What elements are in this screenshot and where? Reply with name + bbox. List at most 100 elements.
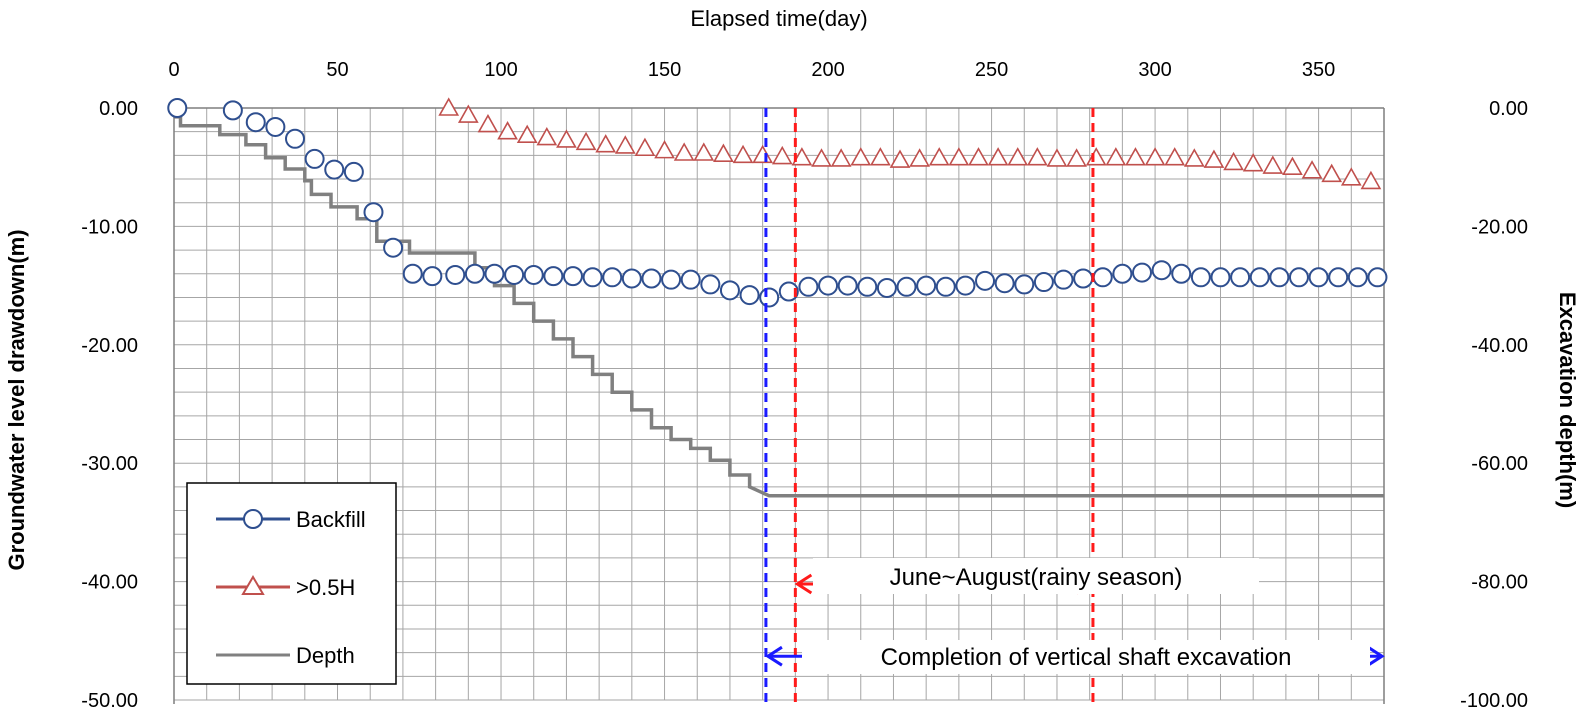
series-05h-marker — [968, 147, 989, 166]
x-tick-label: 300 — [1138, 59, 1171, 81]
legend-item-backfill: Backfill — [216, 507, 366, 532]
series-layer — [167, 97, 1388, 498]
series-backfill-marker — [464, 263, 485, 284]
legend: Backfill >0.5H Depth — [186, 482, 397, 685]
series-backfill-marker — [1014, 274, 1035, 295]
series-backfill-marker — [1151, 260, 1172, 281]
series-backfill-marker — [445, 264, 466, 285]
y-tick-label-left: -10.00 — [81, 216, 138, 238]
series-backfill-marker — [402, 263, 423, 284]
x-tick-label: 100 — [484, 59, 517, 81]
series-backfill-marker — [641, 268, 662, 289]
series-05h-marker — [928, 147, 950, 166]
series-backfill-marker — [265, 116, 286, 137]
legend-label-depth: Depth — [296, 643, 355, 668]
series-backfill-marker — [621, 268, 642, 289]
series-backfill-marker — [523, 264, 544, 285]
annotation-arrow-head-left — [794, 573, 813, 595]
annotations: June~August(rainy season) Completion of v… — [765, 558, 1385, 674]
series-05h-marker — [1046, 148, 1068, 167]
series-05h-marker — [1360, 170, 1382, 190]
series-backfill-marker — [324, 159, 345, 180]
series-depth-line — [174, 115, 1384, 498]
series-05h-marker — [889, 149, 911, 168]
series-05h-marker — [771, 145, 793, 165]
x-tick-label: 250 — [975, 59, 1008, 81]
series-05h-marker — [987, 147, 1009, 166]
y-tick-label-right: 0.00 — [1489, 98, 1528, 120]
series-backfill-marker — [876, 277, 897, 298]
y-tick-label-right: -80.00 — [1471, 572, 1528, 594]
series-backfill-marker — [1230, 267, 1251, 288]
series-backfill-marker — [582, 267, 603, 288]
legend-box — [186, 482, 397, 685]
series-backfill-marker — [680, 269, 701, 290]
series-05h-marker — [477, 113, 499, 133]
legend-marker-05h — [241, 575, 265, 595]
legend-label-05h: >0.5H — [296, 575, 355, 600]
series-05h-marker — [438, 97, 460, 116]
series-backfill-marker — [1033, 272, 1054, 293]
series-backfill-marker — [1092, 267, 1113, 288]
series-05h-marker — [556, 129, 577, 148]
series-backfill-marker — [504, 264, 525, 285]
series-05h-marker — [1026, 147, 1048, 166]
series-backfill-marker — [759, 287, 780, 308]
series-backfill-marker — [383, 237, 404, 258]
series-05h-marker — [1125, 147, 1146, 166]
annotation-label-background — [802, 640, 1370, 674]
series-backfill-marker — [700, 274, 721, 295]
series-backfill-marker — [1132, 262, 1152, 283]
series-backfill-marker — [422, 266, 443, 287]
series-05h-marker — [1340, 167, 1362, 186]
series-05h-marker — [595, 134, 617, 153]
series-backfill-marker — [1328, 267, 1349, 288]
series-05h-marker — [948, 147, 970, 166]
series-backfill-marker — [363, 202, 384, 223]
x-tick-label: 350 — [1302, 59, 1335, 81]
series-backfill-marker — [798, 276, 819, 297]
series-backfill-marker — [857, 276, 878, 297]
series-05h-marker — [1066, 148, 1087, 167]
series-05h-marker — [634, 137, 656, 157]
series-05h-marker — [673, 142, 695, 161]
annotation-arrow-head-right — [1367, 645, 1385, 667]
series-backfill-marker — [1308, 267, 1329, 288]
series-05h-marker — [575, 131, 597, 151]
series-05h-marker — [457, 104, 479, 123]
series-backfill-marker — [1249, 267, 1270, 288]
series-backfill-marker — [818, 275, 839, 296]
series-05h-marker — [811, 148, 832, 167]
legend-label-backfill: Backfill — [296, 507, 366, 532]
y-tick-label-left: -40.00 — [81, 572, 138, 594]
y-tick-label-right: -60.00 — [1471, 453, 1528, 475]
series-backfill-marker — [739, 285, 760, 306]
series-backfill-marker — [994, 273, 1015, 294]
series-05h-marker — [693, 142, 715, 161]
tick-labels: 0 50 100 150 200 250 300 350 0.00 -10.00 -20.00 -30… — [81, 59, 1528, 712]
y-axis-title-right: Excavation depth(m) — [1555, 292, 1580, 508]
annotation-arrow-head-left — [765, 645, 783, 667]
series-backfill-marker — [1269, 267, 1290, 288]
series-backfill-marker — [778, 281, 799, 302]
series-backfill-marker — [719, 280, 740, 301]
series-backfill-marker — [543, 266, 564, 287]
series-05h-marker — [1144, 147, 1166, 166]
series-05h-marker — [1007, 147, 1029, 166]
series-backfill-marker — [955, 275, 976, 296]
series-05h-marker — [1183, 148, 1205, 167]
legend-item-05h: >0.5H — [216, 575, 355, 600]
series-05h-marker — [654, 139, 675, 159]
series-backfill-marker — [484, 263, 505, 284]
series-backfill-marker — [935, 276, 956, 297]
series-backfill-marker — [1053, 269, 1074, 290]
x-tick-label: 150 — [648, 59, 681, 81]
x-tick-label: 200 — [811, 59, 844, 81]
series-backfill-marker — [304, 148, 325, 169]
series-backfill-marker — [343, 161, 364, 182]
series-backfill-marker — [1210, 267, 1231, 288]
annotation-label: Completion of vertical shaft excavation — [881, 644, 1292, 671]
y-tick-label-left: -20.00 — [81, 335, 138, 357]
annotation-label: June~August(rainy season) — [890, 564, 1183, 591]
series-05h-marker — [1262, 155, 1284, 174]
